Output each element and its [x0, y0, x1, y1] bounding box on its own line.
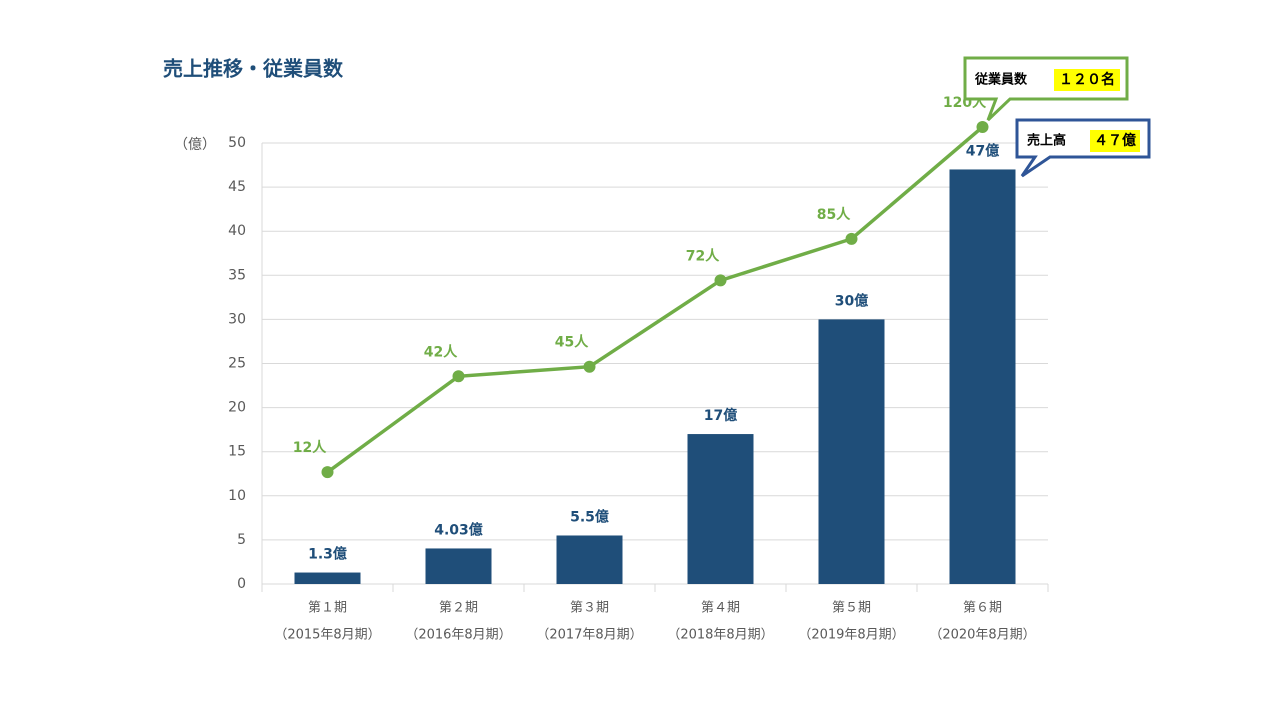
bar	[687, 434, 754, 584]
data-label: 72人	[686, 247, 720, 264]
marker	[976, 121, 989, 134]
x-tick-sublabel: （2016年8月期）	[405, 628, 511, 643]
callout-text: 売上高	[1027, 133, 1066, 149]
callout-highlight: ４７億	[1094, 132, 1136, 149]
callout-highlight: １２０名	[1059, 71, 1115, 88]
marker	[452, 370, 465, 383]
bar	[949, 169, 1016, 584]
y-tick-label: 40	[228, 223, 246, 239]
callout: 売上高 ４７億	[1015, 118, 1151, 178]
bar	[818, 319, 885, 584]
marker	[845, 232, 858, 245]
y-tick-label: 25	[228, 356, 246, 372]
x-tick-sublabel: （2018年8月期）	[667, 628, 773, 643]
data-label: 4.03億	[434, 521, 483, 538]
y-tick-label: 0	[237, 576, 246, 592]
y-tick-label: 15	[228, 444, 246, 460]
data-label: 1.3億	[308, 546, 347, 563]
x-tick-sublabel: （2020年8月期）	[929, 628, 1035, 643]
x-tick-label: 第１期	[308, 601, 347, 616]
x-tick-label: 第６期	[963, 601, 1002, 616]
y-tick-label: 30	[228, 311, 246, 327]
x-tick-label: 第２期	[439, 601, 478, 616]
callout: 従業員数 １２０名	[963, 56, 1129, 122]
callout-text: 従業員数	[974, 72, 1028, 88]
data-label: 5.5億	[570, 508, 609, 525]
x-tick-sublabel: （2019年8月期）	[798, 628, 904, 643]
x-tick-label: 第３期	[570, 601, 609, 616]
data-label: 30億	[835, 292, 868, 309]
plot: 0 5 10 15 20 25 30 35 40 45 50 第１期 （2015年8月期） 第２期 （201…	[228, 94, 1049, 643]
data-label: 12人	[293, 439, 327, 456]
line	[326, 125, 984, 474]
x-tick-sublabel: （2015年8月期）	[274, 628, 380, 643]
marker	[321, 466, 334, 479]
highlight	[1054, 69, 1120, 91]
y-tick-label: 5	[237, 532, 246, 548]
x-tick-label: 第５期	[832, 601, 871, 616]
x-tick-sublabel: （2017年8月期）	[536, 628, 642, 643]
y-tick-label: 35	[228, 267, 246, 283]
data-label: 45人	[555, 334, 589, 351]
y-tick-label: 10	[228, 488, 246, 504]
data-label: 85人	[817, 206, 851, 223]
data-label: 47億	[966, 142, 999, 159]
y-tick-label: 45	[228, 179, 246, 195]
data-label: 17億	[704, 407, 737, 424]
marker	[583, 360, 596, 373]
chart-title: 売上推移・従業員数	[163, 57, 344, 81]
data-label: 42人	[424, 343, 458, 360]
bar	[425, 548, 492, 584]
bar	[294, 572, 361, 584]
y-tick-label: 20	[228, 400, 246, 416]
marker	[714, 274, 727, 287]
bar	[556, 535, 623, 584]
y-axis-label: （億）	[174, 137, 216, 153]
y-tick-label: 50	[228, 135, 246, 151]
x-tick-label: 第４期	[701, 601, 740, 616]
highlight	[1090, 130, 1140, 152]
